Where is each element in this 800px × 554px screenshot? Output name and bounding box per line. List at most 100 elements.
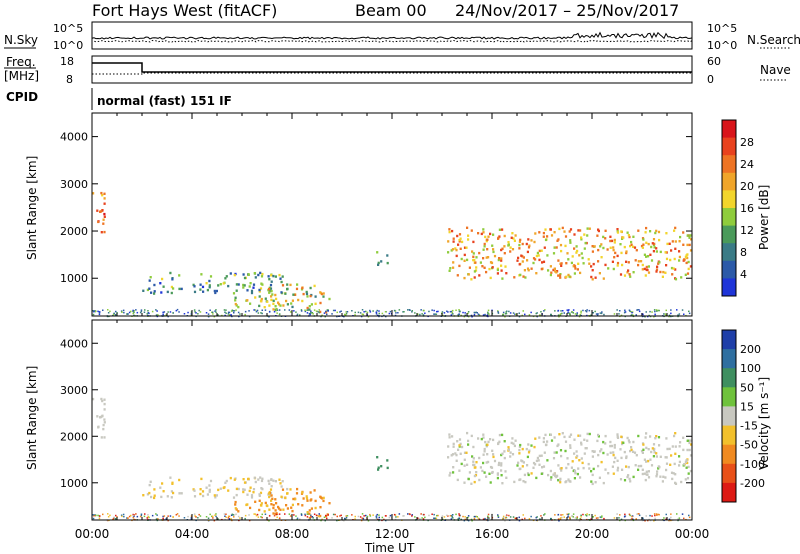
velocity-cell [597,464,600,468]
power-cell [658,261,661,264]
power-cell [563,230,566,233]
velocity-cell [530,444,533,447]
power-cell [622,236,625,239]
velocity-cell [160,495,163,499]
velocity-cell [559,481,562,484]
velocity-cell [122,513,125,516]
power-cell [268,304,271,307]
power-cell [248,315,251,318]
velocity-cell [530,515,532,518]
velocity-cell [479,466,482,469]
power-cell [458,239,461,242]
velocity-cell [674,452,677,455]
power-cell [345,311,347,313]
power-cell [658,309,660,312]
velocity-cell [504,517,507,519]
velocity-cell [591,455,594,458]
velocity-cell [450,518,453,520]
power-cell [267,275,270,278]
power-cell [500,259,503,262]
velocity-cell [530,472,533,475]
power-cell [252,283,256,286]
power-cell [540,267,543,271]
velocity-cell [483,447,486,451]
power-cell [100,191,103,195]
power-cell [518,240,521,243]
velocity-cell [579,434,582,437]
power-cell [688,310,690,313]
velocity-cell [321,518,323,521]
velocity-cell [689,469,692,473]
power-cell [597,248,600,252]
power-cell [403,311,405,313]
power-cell [255,310,258,313]
velocity-cell [665,513,667,516]
power-cell [228,314,231,316]
velocity-cell [206,493,209,496]
velocity-cell [306,516,309,518]
power-cell [560,310,562,312]
velocity-cell [621,442,624,446]
power-cell [402,311,404,313]
power-cell [260,275,264,278]
power-cell [272,299,275,302]
velocity-cell [269,494,272,497]
velocity-cell [346,515,349,517]
power-cell [354,314,356,316]
power-cell [112,313,115,316]
power-cell [278,273,281,277]
power-cell [653,316,655,318]
velocity-cell [623,479,627,482]
velocity-cell [518,448,521,452]
velocity-cell [320,497,324,500]
power-cell [591,250,594,253]
power-cell [563,312,565,314]
power-cell [319,310,322,314]
power-cell [308,308,311,311]
velocity-cell [488,472,491,475]
velocity-cell [654,437,657,440]
power-cell [596,234,599,237]
velocity-cell [540,454,543,457]
power-cell [468,266,471,269]
power-cell [213,289,216,293]
velocity-cell [147,516,149,518]
power-cell [687,267,690,271]
power-cell [386,254,389,257]
power-cell [208,279,211,283]
power-cell [449,311,452,313]
velocity-cell [268,508,271,511]
velocity-cell [451,435,454,438]
power-cell [293,310,295,312]
power-cell [288,309,291,311]
velocity-cell [553,451,556,454]
colorbar-swatch [722,260,736,279]
power-cell [149,276,152,279]
power-cell [235,304,238,307]
velocity-cell [239,517,241,519]
velocity-cell [580,516,582,518]
velocity-cell [631,515,633,518]
power-cell [682,243,685,246]
velocity-cell [178,492,181,495]
velocity-cell [313,489,316,492]
power-cell [127,313,129,315]
beam-label: Beam 00 [355,1,427,20]
power-cell [655,268,659,271]
power-cell [103,192,106,195]
velocity-cell [626,436,629,440]
velocity-cell [556,444,559,448]
power-cell [451,229,454,233]
velocity-cell [554,514,556,516]
colorbar-tick-label: -50 [740,439,758,452]
velocity-cell [452,471,455,474]
power-cell [244,313,246,316]
velocity-cell [293,514,295,516]
power-cell [530,311,532,314]
freq-left-tick-high: 18 [60,55,74,68]
power-cell [555,246,558,249]
power-cell [244,310,247,313]
power-cell [97,220,100,224]
velocity-cell [286,487,289,491]
power-cell [647,315,649,318]
